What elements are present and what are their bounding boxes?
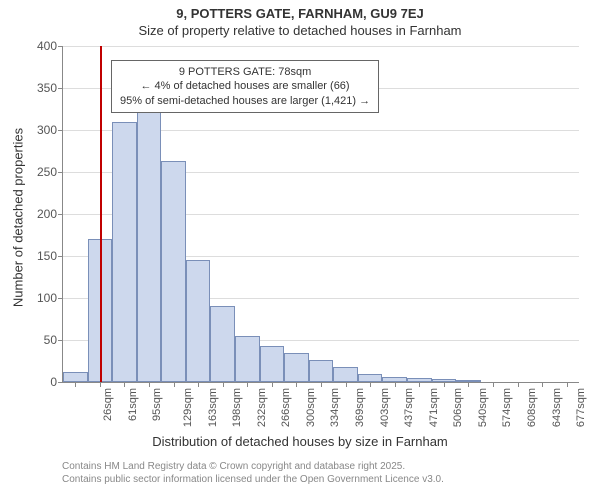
x-tick-mark (395, 382, 396, 387)
annotation-line: ← 4% of detached houses are smaller (66) (120, 79, 370, 93)
x-tick-label: 198sqm (231, 388, 243, 427)
y-tick-mark (58, 130, 63, 131)
x-tick-mark (149, 382, 150, 387)
x-tick-label: 506sqm (452, 388, 464, 427)
histogram-bar (137, 105, 162, 382)
y-tick-mark (58, 214, 63, 215)
x-tick-mark (124, 382, 125, 387)
x-tick-label: 471sqm (428, 388, 440, 427)
footnote-line-2: Contains public sector information licen… (62, 473, 444, 486)
x-tick-label: 129sqm (182, 388, 194, 427)
histogram-bar (235, 336, 260, 382)
annotation-box: 9 POTTERS GATE: 78sqm← 4% of detached ho… (111, 60, 379, 113)
x-axis-label: Distribution of detached houses by size … (0, 434, 600, 449)
x-tick-mark (272, 382, 273, 387)
chart-subtitle: Size of property relative to detached ho… (0, 23, 600, 38)
x-tick-mark (468, 382, 469, 387)
x-tick-label: 643sqm (551, 388, 563, 427)
x-tick-mark (493, 382, 494, 387)
histogram-bar (63, 372, 88, 382)
x-tick-label: 677sqm (575, 388, 587, 427)
x-tick-mark (542, 382, 543, 387)
gridline (63, 46, 579, 47)
y-tick-mark (58, 298, 63, 299)
x-tick-mark (75, 382, 76, 387)
property-size-histogram: 9, POTTERS GATE, FARNHAM, GU9 7EJ Size o… (0, 0, 600, 500)
x-tick-mark (247, 382, 248, 387)
histogram-bar (186, 260, 211, 382)
x-tick-label: 163sqm (207, 388, 219, 427)
plot-area: 05010015020025030035040026sqm61sqm95sqm1… (62, 46, 579, 383)
annotation-line: 9 POTTERS GATE: 78sqm (120, 65, 370, 79)
x-tick-label: 334sqm (330, 388, 342, 427)
chart-title: 9, POTTERS GATE, FARNHAM, GU9 7EJ (0, 6, 600, 23)
x-tick-mark (321, 382, 322, 387)
histogram-bar (284, 353, 309, 382)
annotation-line: 95% of semi-detached houses are larger (… (120, 94, 370, 108)
x-tick-mark (100, 382, 101, 387)
footnote: Contains HM Land Registry data © Crown c… (62, 460, 444, 486)
x-tick-label: 369sqm (354, 388, 366, 427)
histogram-bar (333, 367, 358, 382)
x-tick-mark (444, 382, 445, 387)
histogram-bar (112, 122, 137, 382)
x-tick-mark (567, 382, 568, 387)
x-tick-label: 403sqm (379, 388, 391, 427)
chart-title-block: 9, POTTERS GATE, FARNHAM, GU9 7EJ Size o… (0, 6, 600, 38)
reference-line (100, 46, 102, 382)
x-tick-label: 232sqm (256, 388, 268, 427)
y-axis-label: Number of detached properties (11, 118, 26, 318)
y-tick-mark (58, 172, 63, 173)
histogram-bar (161, 161, 186, 382)
x-tick-mark (419, 382, 420, 387)
x-tick-label: 300sqm (305, 388, 317, 427)
histogram-bar (260, 346, 285, 382)
x-tick-mark (198, 382, 199, 387)
x-tick-mark (370, 382, 371, 387)
x-tick-label: 540sqm (477, 388, 489, 427)
x-tick-label: 95sqm (151, 388, 163, 421)
x-tick-label: 61sqm (127, 388, 139, 421)
y-tick-mark (58, 256, 63, 257)
y-tick-mark (58, 340, 63, 341)
x-tick-mark (223, 382, 224, 387)
x-tick-mark (174, 382, 175, 387)
x-tick-label: 266sqm (280, 388, 292, 427)
x-tick-label: 437sqm (403, 388, 415, 427)
histogram-bar (210, 306, 235, 382)
histogram-bar (309, 360, 334, 382)
footnote-line-1: Contains HM Land Registry data © Crown c… (62, 460, 444, 473)
x-tick-label: 574sqm (502, 388, 514, 427)
x-tick-label: 608sqm (526, 388, 538, 427)
x-tick-label: 26sqm (102, 388, 114, 421)
histogram-bar (358, 374, 383, 382)
y-tick-mark (58, 382, 63, 383)
x-tick-mark (346, 382, 347, 387)
x-tick-mark (296, 382, 297, 387)
y-tick-mark (58, 88, 63, 89)
x-tick-mark (518, 382, 519, 387)
y-tick-mark (58, 46, 63, 47)
